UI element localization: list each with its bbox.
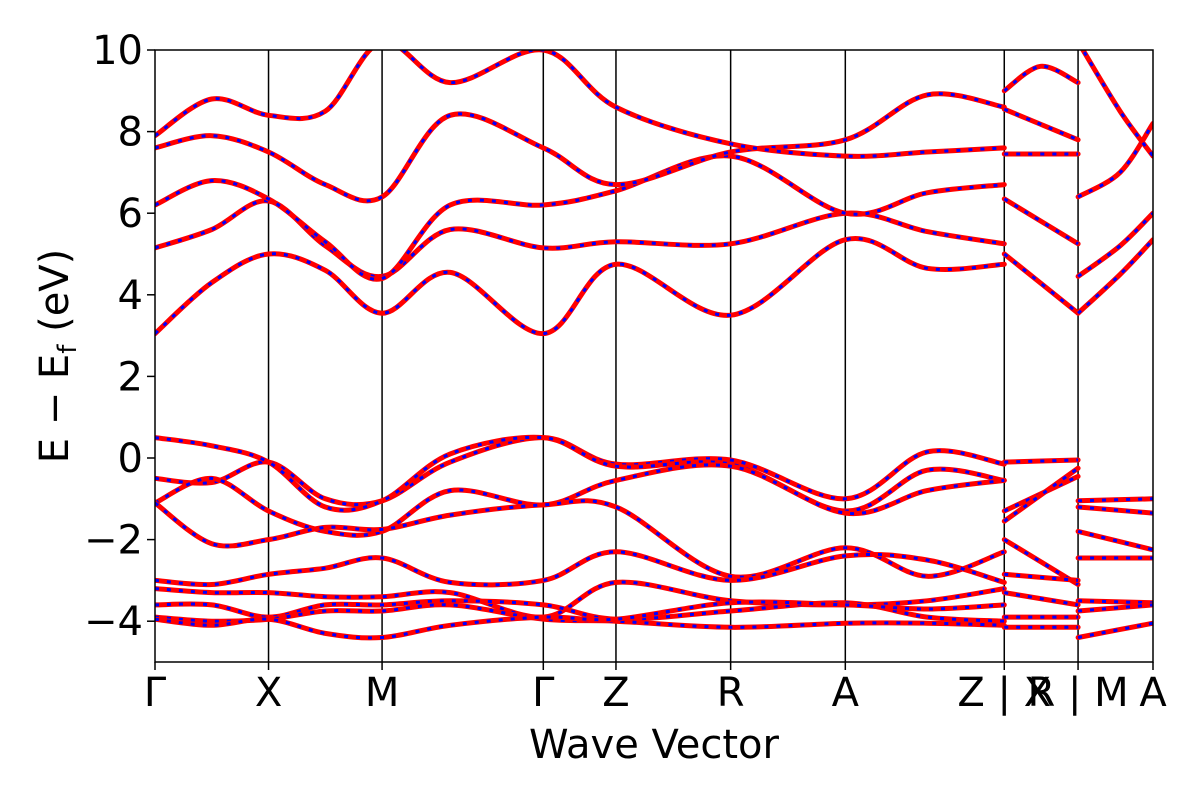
- band-line-spin-down: [155, 550, 1005, 587]
- x-axis-title: Wave Vector: [529, 722, 780, 768]
- x-tick-label: A: [832, 670, 860, 716]
- plot-frame: [154, 49, 1154, 663]
- y-tick-label: 6: [118, 191, 143, 237]
- x-tick-label: M: [365, 670, 400, 716]
- y-tick-label: 10: [92, 28, 143, 74]
- band-line-spin-up: [1001, 63, 1081, 94]
- band-line-spin-down: [1077, 621, 1153, 639]
- x-tick-label: R: [717, 670, 745, 716]
- band-line-spin-down: [155, 435, 1005, 513]
- band-line-spin-down: [155, 92, 1005, 203]
- y-tick-label: 4: [118, 273, 143, 319]
- band-line-spin-down: [155, 154, 1005, 281]
- band-line-spin-up: [1080, 50, 1153, 159]
- band-line-spin-up: [155, 91, 1007, 204]
- x-tick-label: Γ: [532, 670, 555, 716]
- band-line-spin-down: [1003, 64, 1079, 93]
- band-line-spin-up: [155, 236, 1007, 337]
- y-tick-label: 0: [118, 436, 143, 482]
- band-line-spin-down: [1077, 238, 1153, 315]
- band-line-spin-down: [1078, 497, 1153, 503]
- band-line-spin-down: [1077, 212, 1153, 278]
- y-tick-label: −2: [84, 518, 143, 564]
- x-tick-label: Z: [602, 670, 629, 716]
- x-tick-label: X: [255, 670, 282, 716]
- band-line-spin-up: [1075, 120, 1153, 200]
- band-line-spin-down: [1081, 50, 1153, 157]
- band-line-spin-down: [1003, 466, 1079, 523]
- band-line-spin-down: [155, 600, 1005, 640]
- band-line-spin-down: [1004, 591, 1079, 607]
- y-axis-ticks: −4 −2 0 2 4 6 8 10: [84, 28, 155, 645]
- band-line-spin-down: [1077, 122, 1153, 199]
- band-line-spin-down: [1004, 458, 1079, 464]
- band-line-spin-down: [155, 436, 1005, 507]
- band-line-spin-down: [1077, 529, 1153, 552]
- band-line-spin-down: [1003, 107, 1079, 142]
- band-line-spin-down: [1077, 603, 1153, 613]
- band-line-spin-up: [155, 50, 1007, 159]
- band-line-spin-down: [1004, 572, 1079, 582]
- band-line-spin-up: [1001, 251, 1081, 316]
- y-axis-title: E − Ef (eV): [32, 249, 83, 464]
- y-tick-label: −4: [84, 599, 143, 645]
- y-tick-label: 2: [118, 354, 143, 400]
- band-line-spin-up: [155, 498, 1007, 580]
- x-tick-label: R | M: [1027, 670, 1128, 716]
- x-tick-label: Γ: [144, 670, 167, 716]
- y-tick-label: 8: [118, 110, 143, 156]
- band-line-spin-up: [155, 549, 1007, 588]
- band-line-spin-up: [1001, 196, 1081, 247]
- band-line-spin-down: [155, 50, 1005, 158]
- band-lines: [155, 50, 1153, 641]
- band-line-spin-down: [1078, 599, 1153, 605]
- band-line-spin-up: [155, 599, 1007, 641]
- band-line-spin-down: [1077, 505, 1153, 515]
- x-tick-label: A: [1139, 670, 1167, 716]
- x-tick-label: Z | X: [957, 670, 1051, 716]
